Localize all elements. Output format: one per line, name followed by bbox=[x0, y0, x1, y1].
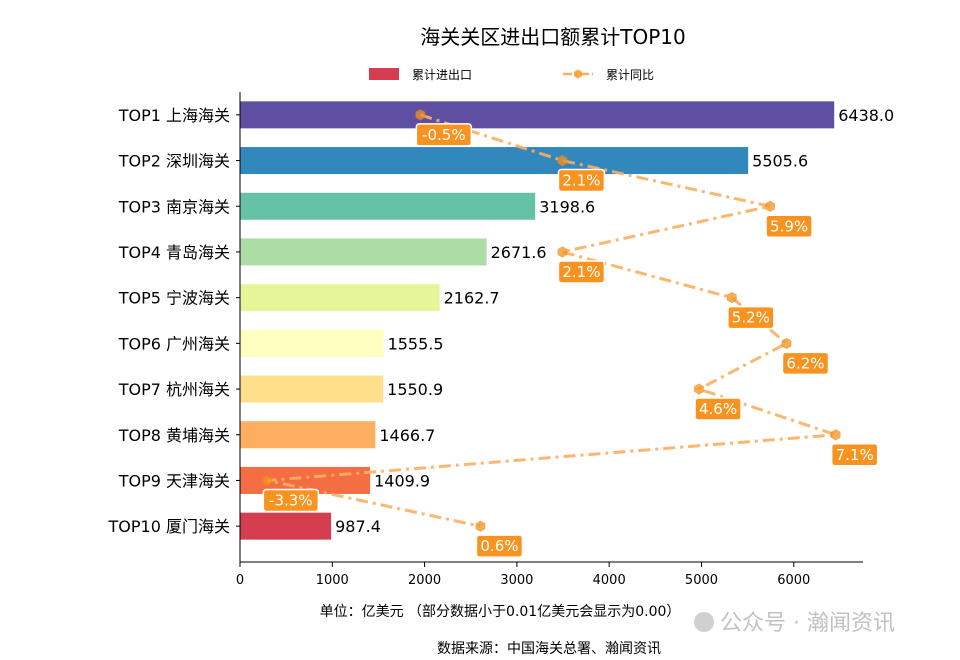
legend-line-label: 累计同比 bbox=[606, 68, 654, 82]
yoy-label-box bbox=[781, 351, 830, 376]
yoy-marker bbox=[830, 429, 841, 441]
yoy-marker bbox=[262, 474, 273, 487]
bar-data-label: 5505.6 bbox=[752, 152, 808, 171]
x-tick-label: 4000 bbox=[593, 573, 626, 588]
yoy-label-box bbox=[475, 534, 524, 558]
bar-data-label: 987.4 bbox=[335, 517, 381, 536]
yoy-label-box bbox=[557, 260, 606, 284]
legend-bar-label: 累计进出口 bbox=[412, 68, 472, 82]
bar-data-label: 1555.5 bbox=[388, 334, 444, 353]
bar-data-label: 1550.9 bbox=[387, 380, 443, 399]
bar-data-label: 2162.7 bbox=[444, 289, 500, 308]
x-tick-label: 3000 bbox=[500, 573, 533, 588]
yoy-data-label: 6.2% bbox=[786, 354, 824, 372]
yoy-data-label: 4.6% bbox=[699, 400, 737, 418]
y-tick-label: TOP5 宁波海关 bbox=[118, 289, 230, 308]
yoy-label-box bbox=[727, 305, 775, 330]
bar-data-label: 1409.9 bbox=[374, 471, 430, 490]
legend-bar-swatch bbox=[369, 68, 399, 80]
yoy-data-label: 5.2% bbox=[732, 309, 770, 327]
legend-line-marker bbox=[574, 69, 582, 79]
yoy-label-box bbox=[557, 168, 606, 193]
yoy-marker bbox=[557, 246, 568, 258]
y-tick-label: TOP3 南京海关 bbox=[118, 197, 230, 216]
wechat-icon bbox=[694, 612, 714, 632]
y-tick-label: TOP4 青岛海关 bbox=[118, 243, 230, 262]
bar bbox=[240, 329, 384, 357]
yoy-data-label: 2.1% bbox=[562, 172, 600, 190]
yoy-label-box bbox=[262, 488, 320, 513]
x-tick-label: 0 bbox=[236, 573, 244, 588]
yoy-data-label: 7.1% bbox=[836, 446, 874, 464]
y-tick-label: TOP7 杭州海关 bbox=[118, 380, 230, 399]
bar bbox=[240, 284, 440, 312]
yoy-data-label: 5.9% bbox=[770, 217, 808, 235]
source-note: 数据来源：中国海关总署、瀚闻资讯 bbox=[437, 641, 661, 657]
watermark-text: 公众号 · 瀚闻资讯 bbox=[720, 611, 895, 636]
yoy-marker bbox=[765, 200, 775, 212]
yoy-data-label: 2.1% bbox=[562, 263, 600, 281]
y-tick-label: TOP8 黄埔海关 bbox=[118, 426, 230, 445]
y-tick-label: TOP6 广州海关 bbox=[118, 334, 230, 353]
x-tick-label: 1000 bbox=[316, 573, 349, 588]
yoy-data-label: 0.6% bbox=[480, 537, 518, 555]
bar bbox=[240, 512, 332, 540]
yoy-data-label: -3.3% bbox=[269, 491, 313, 509]
bar-data-label: 2671.6 bbox=[491, 243, 547, 262]
yoy-data-label: -0.5% bbox=[422, 126, 466, 144]
yoy-marker bbox=[557, 155, 568, 167]
x-tick-label: 2000 bbox=[408, 573, 441, 588]
bar bbox=[240, 101, 835, 129]
bar-data-label: 3198.6 bbox=[539, 197, 595, 216]
x-tick-label: 6000 bbox=[777, 573, 810, 588]
x-tick-label: 5000 bbox=[685, 573, 718, 588]
bar bbox=[240, 238, 487, 266]
yoy-label-box bbox=[694, 397, 742, 421]
bar bbox=[240, 375, 384, 403]
yoy-marker bbox=[727, 292, 737, 304]
y-tick-label: TOP9 天津海关 bbox=[118, 471, 230, 490]
bar bbox=[240, 192, 536, 220]
bar bbox=[240, 147, 749, 175]
yoy-marker bbox=[475, 520, 486, 532]
bar bbox=[240, 421, 376, 449]
yoy-marker bbox=[415, 109, 426, 121]
yoy-label-box bbox=[765, 214, 813, 238]
yoy-label-box bbox=[830, 443, 879, 467]
y-tick-label: TOP2 深圳海关 bbox=[118, 152, 230, 171]
bar-data-label: 1466.7 bbox=[379, 426, 435, 445]
yoy-marker bbox=[781, 337, 792, 349]
chart-title: 海关关区进出口额累计TOP10 bbox=[420, 25, 685, 49]
x-axis-label: 单位：亿美元 （部分数据小于0.01亿美元会显示为0.00） bbox=[320, 604, 681, 620]
y-tick-label: TOP1 上海海关 bbox=[118, 106, 230, 125]
yoy-label-box bbox=[415, 123, 473, 147]
yoy-marker bbox=[694, 383, 704, 395]
watermark: 公众号 · 瀚闻资讯 bbox=[694, 611, 895, 636]
legend: 累计进出口 累计同比 bbox=[369, 68, 654, 82]
bar-data-label: 6438.0 bbox=[838, 106, 894, 125]
y-tick-label: TOP10 厦门海关 bbox=[108, 517, 230, 536]
